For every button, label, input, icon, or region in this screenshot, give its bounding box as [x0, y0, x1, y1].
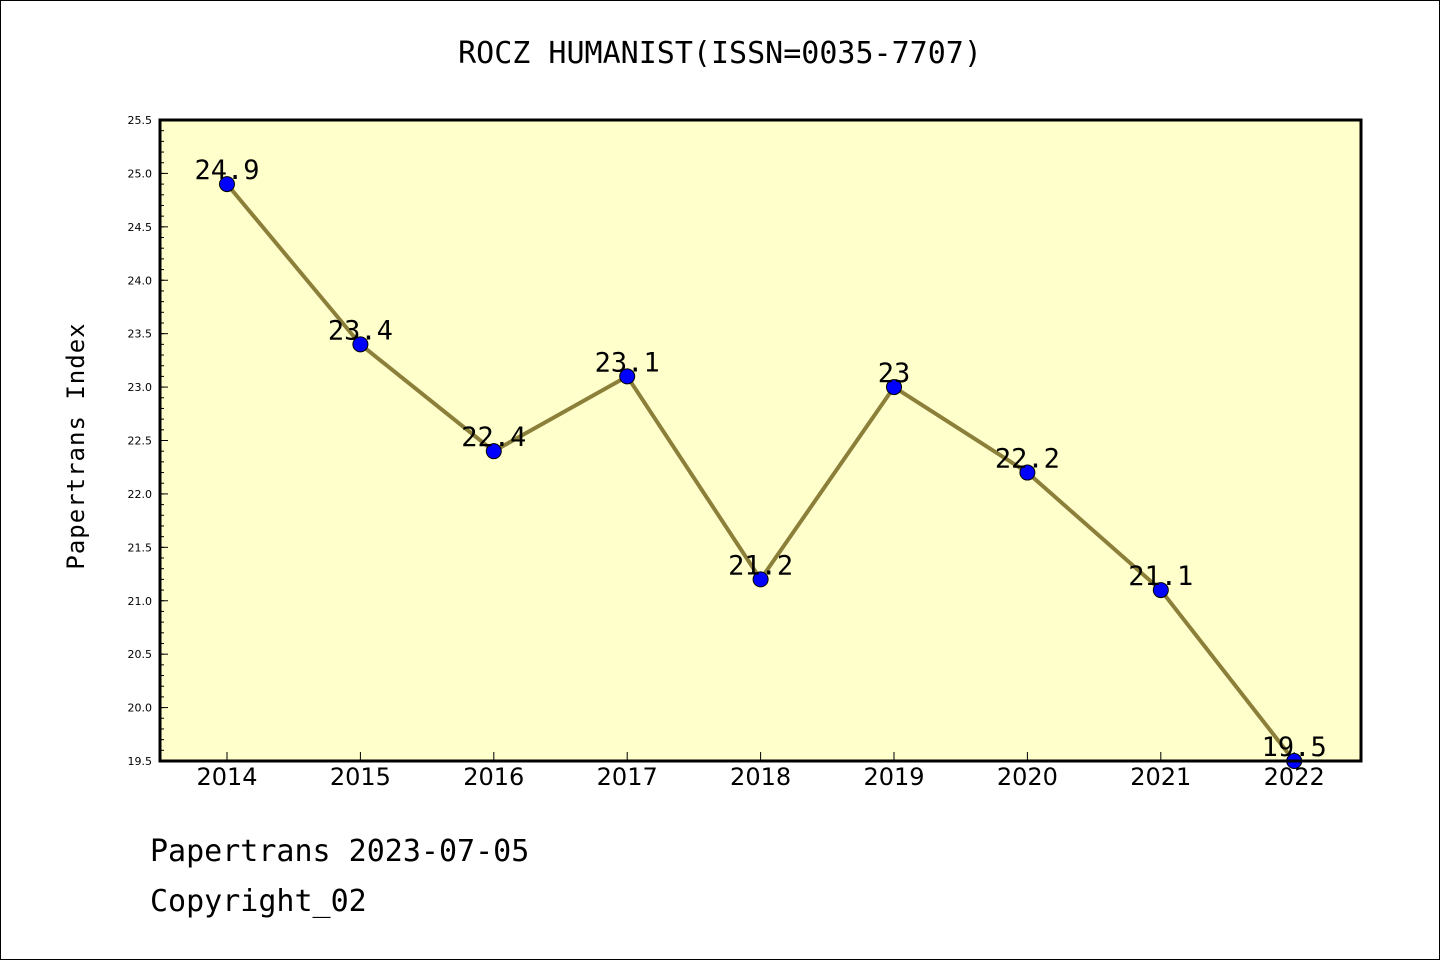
x-tick-label: 2020	[997, 763, 1058, 791]
x-tick-label: 2016	[463, 763, 524, 791]
y-tick-label: 19.5	[128, 755, 153, 768]
y-tick-label: 21.5	[128, 541, 153, 554]
data-label: 23	[878, 358, 911, 389]
y-tick-label: 25.0	[128, 167, 153, 180]
data-point	[485, 443, 502, 460]
x-tick-label: 2017	[597, 763, 658, 791]
y-tick-label: 25.5	[128, 114, 153, 127]
x-tick-label: 2018	[730, 763, 791, 791]
x-tick-label: 2015	[330, 763, 391, 791]
y-tick-label: 20.0	[128, 702, 153, 715]
y-tick-label: 22.5	[128, 435, 153, 448]
footer-date: Papertrans 2023-07-05	[150, 834, 530, 869]
data-point	[752, 571, 769, 588]
data-point	[1019, 464, 1036, 481]
data-point	[886, 379, 902, 396]
data-point	[219, 176, 235, 193]
y-tick-label: 20.5	[128, 648, 153, 661]
data-label: 21.1	[1128, 561, 1193, 592]
x-tick-label: 2019	[863, 763, 924, 791]
data-label: 24.9	[194, 155, 259, 186]
plot-area	[160, 120, 1361, 761]
x-tick-label: 2021	[1130, 763, 1191, 791]
y-tick-label: 24.0	[128, 274, 153, 287]
y-tick-label: 24.5	[128, 221, 153, 234]
chart-title: ROCZ HUMANIST(ISSN=0035-7707)	[458, 36, 982, 71]
plot-border	[158, 118, 1363, 763]
y-tick-label: 23.0	[128, 381, 153, 394]
y-tick-label: 21.0	[128, 595, 153, 608]
x-tick-label: 2014	[196, 763, 257, 791]
data-point	[619, 368, 636, 385]
footer-copyright: Copyright_02	[150, 884, 367, 919]
y-tick-label: 23.5	[128, 328, 153, 341]
data-point	[352, 336, 369, 353]
data-label: 23.4	[328, 315, 393, 346]
data-label: 23.1	[595, 347, 660, 378]
data-label: 22.4	[461, 422, 526, 453]
data-label: 19.5	[1262, 732, 1327, 763]
y-tick-label: 22.0	[128, 488, 153, 501]
data-label: 21.2	[728, 550, 793, 581]
data-label: 22.2	[995, 444, 1060, 475]
data-point	[1152, 582, 1169, 599]
